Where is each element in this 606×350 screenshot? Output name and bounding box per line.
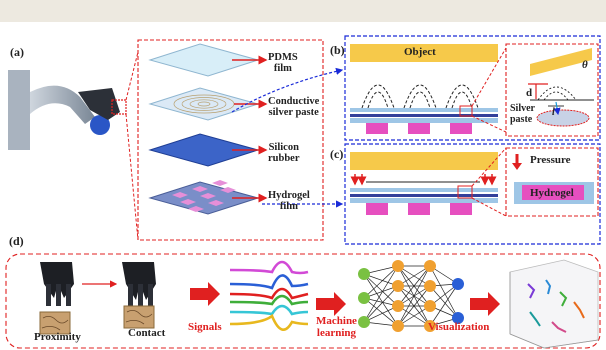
gripper-contact (122, 262, 156, 329)
sensor-layer (350, 118, 498, 123)
hydrogel-pad (366, 123, 388, 134)
signals-label: Signals (188, 321, 222, 333)
sensor-layer (350, 198, 498, 203)
pressure-label: Pressure (530, 154, 571, 166)
hydrogel-pad (366, 203, 388, 215)
sensor-layer (350, 188, 498, 192)
gripper-proximity (39, 262, 74, 335)
nn-edge (363, 273, 399, 287)
zoom-box (459, 105, 473, 117)
field-lines (543, 91, 569, 101)
layer-label-silver: Conductive silver paste (268, 96, 320, 119)
silver-paste-disc (536, 109, 590, 127)
diagram-canvas (5, 35, 601, 349)
nn-node (358, 292, 370, 304)
nn-edge (363, 265, 399, 323)
panel-c-label: (c) (330, 147, 344, 161)
hydrogel-block (522, 185, 584, 200)
nn-node (392, 300, 404, 312)
layer-label-hydrogel: Hydrogel film (268, 190, 310, 213)
nn-node (392, 320, 404, 332)
nn-node (392, 260, 404, 272)
nn-node (452, 278, 464, 290)
nn-node (424, 260, 436, 272)
silver-paste-label: Silver paste (510, 103, 535, 125)
zoom-line (471, 115, 507, 133)
angle-label: θ (582, 59, 588, 71)
visualization-3d-plot (509, 259, 599, 349)
neural-network (358, 260, 464, 332)
flow-arrow (190, 282, 220, 306)
object-label-b: Object (404, 46, 436, 58)
zoom-line (471, 197, 507, 217)
length-label: l (552, 107, 555, 118)
nn-edge (397, 305, 431, 327)
zoom-box (457, 185, 473, 199)
detail-box (505, 147, 599, 217)
pressure-arrow (512, 163, 522, 170)
sensor-layer (350, 114, 498, 117)
sensor-layer (350, 108, 498, 112)
field-lines (537, 86, 577, 101)
nn-edge (363, 305, 399, 323)
nn-edge (397, 265, 431, 307)
object-block (350, 152, 498, 170)
nn-edge (363, 285, 399, 299)
panel-c-box (344, 143, 601, 245)
nn-node (358, 268, 370, 280)
signal-curves (229, 260, 309, 331)
nn-edge (363, 273, 399, 327)
proximity-label: Proximity (34, 331, 81, 343)
nn-node (424, 280, 436, 292)
zoom-line (125, 51, 139, 101)
nn-edge (429, 265, 459, 319)
zoom-line (125, 113, 139, 241)
nn-node (392, 280, 404, 292)
nn-edge (397, 265, 431, 327)
robot-arm-illustration (8, 70, 127, 150)
top-band (0, 0, 606, 22)
visualization-label: Visualization (428, 321, 490, 333)
distance-label: d (526, 87, 533, 99)
object-block (350, 44, 498, 62)
nn-edge (397, 285, 431, 327)
link-arrow-b (231, 67, 344, 113)
nn-edge (429, 283, 459, 327)
zoom-line (471, 147, 507, 187)
detail-box (505, 43, 599, 137)
panel-b-box (344, 35, 601, 141)
nn-node (424, 300, 436, 312)
layer-hydrogel (148, 180, 260, 215)
contact-label: Contact (128, 327, 166, 339)
tilted-object (530, 48, 592, 76)
zoom-line (471, 47, 507, 107)
layer-stack-box (137, 39, 324, 241)
hydrogel-label: Hydrogel (530, 187, 574, 199)
flow-arrow (316, 292, 346, 316)
flow-arrow (470, 292, 500, 316)
nn-edge (429, 285, 459, 319)
nn-node (452, 312, 464, 324)
hydrogel-pad (450, 123, 472, 134)
panel-d-label: (d) (9, 234, 24, 248)
nn-node (424, 320, 436, 332)
nn-edge (363, 273, 399, 307)
field-lines (361, 84, 479, 109)
nn-edge (363, 297, 399, 327)
nn-edge (363, 265, 399, 299)
nn-edge (363, 285, 399, 323)
layer-label-pdms: PDMS film (268, 52, 298, 75)
nn-node (358, 316, 370, 328)
panel-b-label: (b) (330, 43, 345, 57)
sensor-layer (350, 194, 498, 197)
pointer-arrow (553, 101, 561, 116)
hydrogel-pad (450, 203, 472, 215)
hydrogel-pad (408, 123, 430, 134)
machine-learning-label: Machine learning (316, 315, 357, 339)
nn-edge (397, 265, 431, 287)
panel-a-label: (a) (10, 45, 24, 59)
layer-label-silicon: Silicon rubber (268, 142, 300, 165)
panel-d-box (5, 253, 601, 349)
hydrogel-pad (408, 203, 430, 215)
